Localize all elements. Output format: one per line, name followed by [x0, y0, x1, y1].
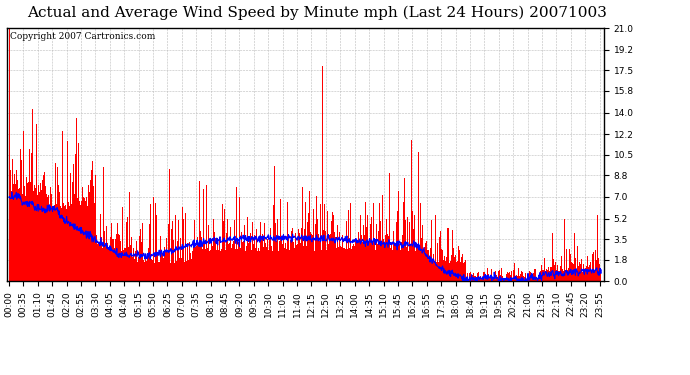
Text: Copyright 2007 Cartronics.com: Copyright 2007 Cartronics.com — [10, 32, 155, 41]
Text: Actual and Average Wind Speed by Minute mph (Last 24 Hours) 20071003: Actual and Average Wind Speed by Minute … — [28, 6, 607, 20]
